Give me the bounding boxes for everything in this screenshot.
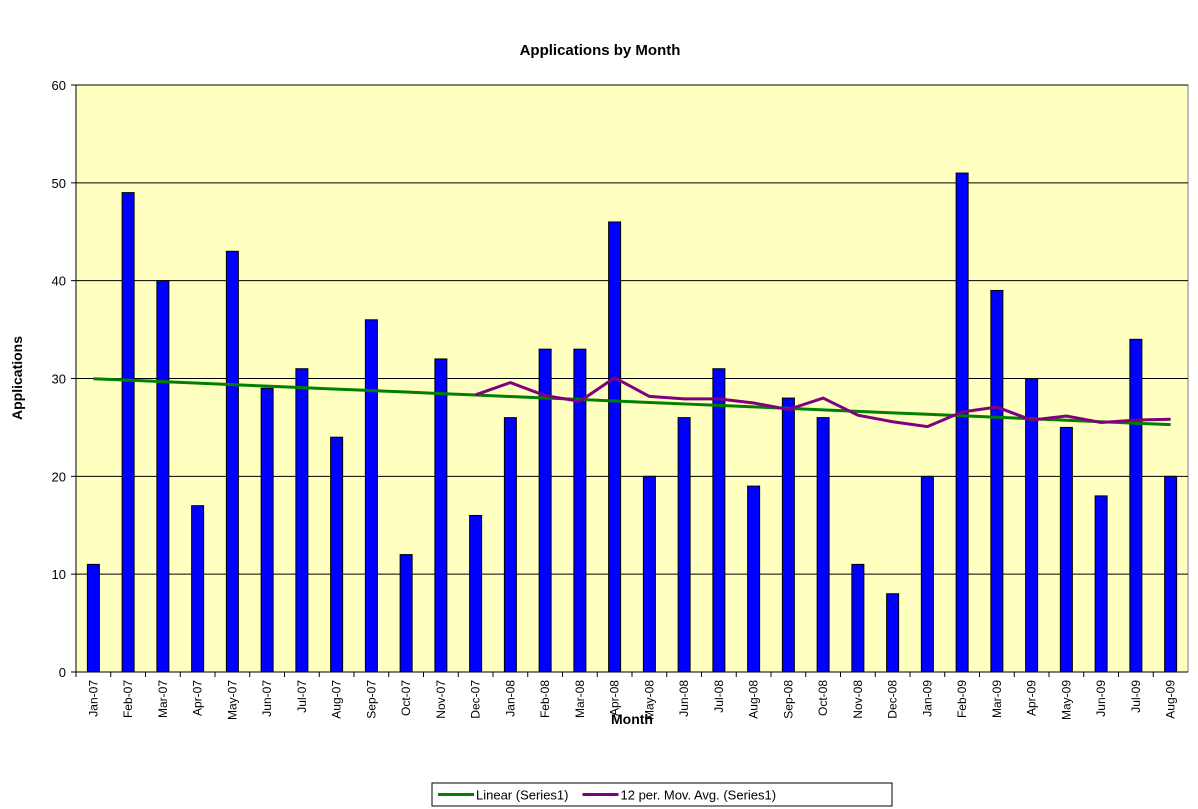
y-tick-label: 10 bbox=[52, 567, 66, 582]
bar bbox=[642, 475, 656, 673]
x-tick-label: Nov-08 bbox=[851, 680, 865, 719]
x-tick-label: Jul-09 bbox=[1129, 680, 1143, 713]
x-tick-label: Jul-07 bbox=[295, 680, 309, 713]
x-axis-label: Month bbox=[611, 711, 653, 727]
y-axis-label: Applications bbox=[9, 336, 25, 420]
y-tick-label: 30 bbox=[52, 372, 66, 387]
x-tick-label: Oct-08 bbox=[816, 680, 830, 716]
x-tick-label: Aug-08 bbox=[747, 680, 761, 719]
bar bbox=[920, 475, 934, 673]
bar bbox=[330, 436, 344, 673]
legend-label: Linear (Series1) bbox=[476, 788, 569, 803]
x-tick-label: Mar-07 bbox=[156, 680, 170, 718]
x-tick-label: Apr-09 bbox=[1025, 680, 1039, 716]
x-tick-label: May-08 bbox=[642, 680, 656, 720]
bar bbox=[573, 348, 587, 673]
bar bbox=[747, 485, 761, 673]
legend-box bbox=[431, 782, 893, 807]
bar bbox=[677, 417, 691, 673]
x-tick-label: Feb-09 bbox=[955, 680, 969, 718]
bar bbox=[503, 417, 517, 673]
bar bbox=[538, 348, 552, 673]
bar bbox=[1129, 338, 1143, 673]
chart-title: Applications by Month bbox=[520, 42, 681, 59]
y-tick-label: 40 bbox=[52, 274, 66, 289]
bar bbox=[1059, 426, 1073, 673]
bar bbox=[781, 397, 795, 673]
x-tick-label: May-09 bbox=[1059, 680, 1073, 720]
x-tick-label: Apr-08 bbox=[608, 680, 622, 716]
x-tick-label: Jun-09 bbox=[1094, 680, 1108, 717]
x-tick-label: Aug-07 bbox=[330, 680, 344, 719]
bar bbox=[1094, 495, 1108, 673]
x-tick-label: Dec-08 bbox=[886, 680, 900, 719]
x-tick-label: Mar-08 bbox=[573, 680, 587, 718]
x-tick-label: Sep-08 bbox=[781, 680, 795, 719]
x-tick-label: Sep-07 bbox=[364, 680, 378, 719]
legend-label: 12 per. Mov. Avg. (Series1) bbox=[621, 788, 777, 803]
bar bbox=[816, 417, 830, 673]
x-tick-label: Aug-09 bbox=[1164, 680, 1178, 719]
x-tick-label: Oct-07 bbox=[399, 680, 413, 716]
x-tick-label: Jun-07 bbox=[260, 680, 274, 717]
bar bbox=[260, 387, 274, 673]
x-tick-label: Feb-08 bbox=[538, 680, 552, 718]
x-tick-label: Jul-08 bbox=[712, 680, 726, 713]
bar bbox=[399, 554, 413, 673]
x-tick-label: Jan-07 bbox=[86, 680, 100, 717]
bar bbox=[1025, 378, 1039, 673]
bar bbox=[1164, 475, 1178, 673]
bar bbox=[886, 593, 900, 673]
x-tick-label: Dec-07 bbox=[469, 680, 483, 719]
x-tick-label: Mar-09 bbox=[990, 680, 1004, 718]
line-series bbox=[93, 377, 1171, 427]
bar bbox=[712, 368, 726, 673]
bar bbox=[955, 172, 969, 673]
bar bbox=[608, 221, 622, 673]
bar bbox=[295, 368, 309, 673]
bar bbox=[851, 563, 865, 673]
bar bbox=[121, 192, 135, 673]
y-tick-label: 0 bbox=[59, 665, 66, 680]
bar bbox=[469, 514, 483, 673]
bar bbox=[191, 505, 205, 673]
y-tick-label: 50 bbox=[52, 176, 66, 191]
y-tick-label: 60 bbox=[52, 78, 66, 93]
line-series bbox=[475, 375, 1171, 429]
bar bbox=[990, 289, 1004, 673]
x-tick-label: Apr-07 bbox=[191, 680, 205, 716]
bar bbox=[434, 358, 448, 673]
x-tick-label: Feb-07 bbox=[121, 680, 135, 718]
bar bbox=[225, 250, 239, 673]
bar bbox=[364, 319, 378, 673]
x-tick-label: Jun-08 bbox=[677, 680, 691, 717]
y-tick-label: 20 bbox=[52, 469, 66, 484]
x-tick-label: May-07 bbox=[225, 680, 239, 720]
x-tick-label: Jan-09 bbox=[920, 680, 934, 717]
bar bbox=[156, 280, 170, 673]
x-tick-label: Nov-07 bbox=[434, 680, 448, 719]
x-tick-label: Jan-08 bbox=[503, 680, 517, 717]
bar bbox=[86, 563, 100, 673]
